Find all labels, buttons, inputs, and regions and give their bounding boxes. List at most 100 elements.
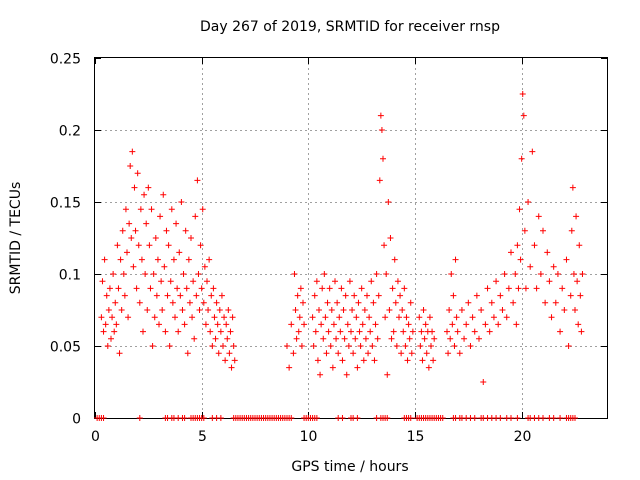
data-point [529,148,536,155]
data-point [349,307,356,313]
data-point [126,220,133,227]
y-tick-label: 0 [72,412,81,428]
data-point [206,256,213,263]
data-point [225,307,232,313]
data-point [288,321,295,328]
data-point [353,314,360,321]
zero-data-point [217,415,224,421]
data-point [537,271,544,277]
data-point [132,227,139,234]
data-point [569,184,576,191]
data-point [357,343,364,349]
data-point [124,249,130,256]
data-point [552,299,559,306]
data-point [444,328,450,335]
data-point [370,299,377,306]
data-point [473,292,480,299]
data-point [205,307,212,313]
data-point [535,213,542,220]
data-point [352,335,359,342]
zero-data-point [497,415,504,421]
data-point [326,285,333,292]
data-point [570,271,577,277]
data-point [505,285,512,292]
data-point [121,292,128,299]
data-point [403,314,410,321]
data-point [175,328,182,335]
data-point [227,328,234,335]
data-point [170,256,177,263]
data-point [453,314,460,321]
data-point [382,314,389,321]
data-point [513,321,520,328]
data-point [451,343,458,349]
data-point [348,328,354,335]
data-point [210,285,217,292]
data-point [350,350,357,357]
data-point [335,350,342,357]
data-point [463,321,470,328]
data-point [100,328,107,335]
data-point [383,271,390,277]
data-point [499,307,506,313]
data-point [214,321,221,328]
data-point [390,328,397,335]
data-point [106,285,113,292]
data-point [372,321,379,328]
data-point [103,292,110,299]
data-point [387,235,394,241]
y-tick-label: 0.25 [50,52,81,68]
data-point [127,163,134,169]
data-point [322,314,329,321]
data-point [358,285,365,292]
zero-data-point [508,415,514,421]
data-point [323,350,330,357]
zero-data-point [540,415,546,421]
data-point [318,321,325,328]
data-point [367,328,374,335]
data-point [345,343,352,349]
data-point [151,314,158,321]
data-point [129,148,136,155]
data-point [365,350,372,357]
zero-data-point [339,415,346,421]
data-point [98,314,105,321]
data-point [228,364,235,371]
data-point [145,184,152,191]
data-point [176,249,183,256]
data-point [113,321,120,328]
data-point [476,335,482,342]
data-point [400,328,407,335]
data-point [465,299,472,306]
data-point [188,235,194,241]
data-point [164,292,171,299]
data-point [486,328,493,335]
data-point [346,278,353,285]
data-point [167,278,174,285]
data-point [389,285,396,292]
data-point [316,307,322,313]
data-point [221,314,228,321]
data-point [373,271,380,277]
data-point [172,314,178,321]
zero-data-point [471,415,478,421]
data-point [497,292,504,299]
data-point [194,177,201,184]
data-point [195,271,202,277]
data-point [197,242,204,249]
data-point [128,235,135,241]
data-point [229,314,236,321]
data-point [329,364,336,371]
data-point [213,299,220,306]
data-point [162,328,169,335]
data-point [119,227,126,234]
data-point [154,256,161,263]
data-point [544,249,551,256]
data-point [338,285,345,292]
data-point [471,328,478,335]
data-point [336,314,343,321]
data-point [105,307,112,313]
data-point [342,292,349,299]
data-point [467,343,474,349]
